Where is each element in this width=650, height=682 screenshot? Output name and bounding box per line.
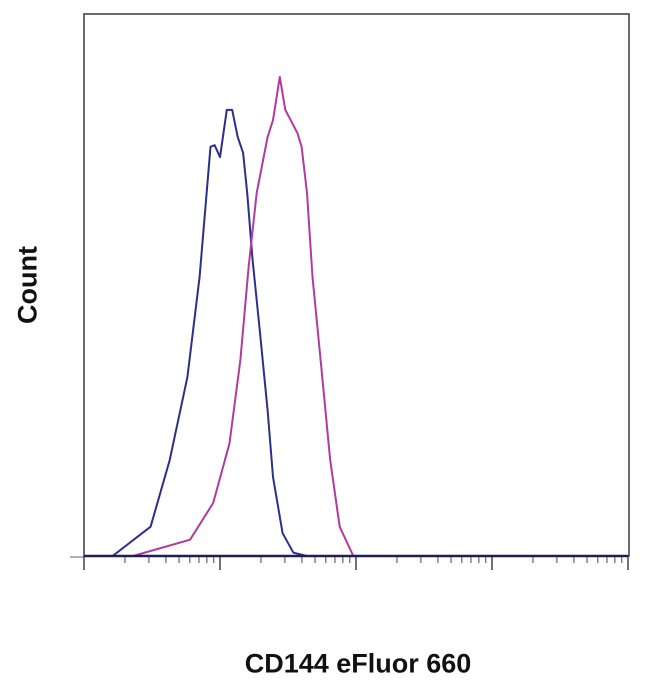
x-axis-ticks [70,556,629,570]
series-group [84,75,628,558]
y-axis-label: Count [12,246,43,324]
series-line-2 [84,75,628,557]
x-axis-label: CD144 eFluor 660 [244,648,472,679]
series-line-1 [84,108,628,557]
